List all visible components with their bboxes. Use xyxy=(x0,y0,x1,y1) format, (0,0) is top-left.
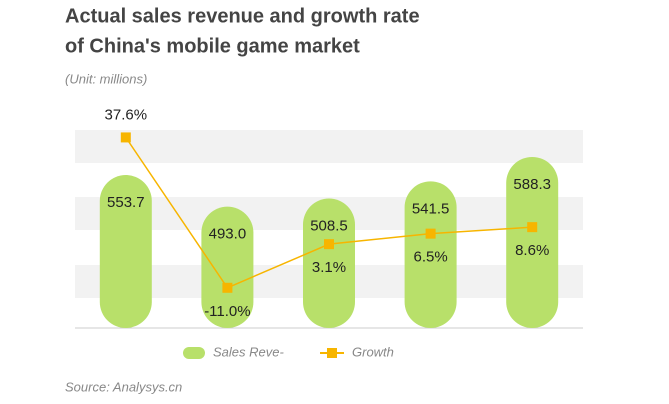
subtitle: (Unit: millions) xyxy=(65,71,147,86)
line-label: 3.1% xyxy=(312,259,346,276)
marker xyxy=(527,222,538,233)
marker xyxy=(120,132,131,143)
legend-label: Sales Reve- xyxy=(213,344,284,359)
legend-label: Growth xyxy=(352,344,394,359)
bar xyxy=(404,181,457,328)
line-label: 6.5% xyxy=(413,249,447,266)
marker xyxy=(222,282,233,293)
chart-title: Actual sales revenue and growth rate xyxy=(65,5,420,27)
line-label: 8.6% xyxy=(515,242,549,259)
bar xyxy=(201,206,254,328)
line-label: -11.0% xyxy=(204,303,250,320)
band xyxy=(75,130,583,163)
bar xyxy=(99,174,152,328)
bar xyxy=(303,198,355,328)
legend-swatch xyxy=(327,348,337,358)
source: Source: Analysys.cn xyxy=(65,379,182,394)
bar-label: 553.7 xyxy=(107,194,145,211)
line-label: 37.6% xyxy=(105,106,148,123)
bar-label: 541.5 xyxy=(412,200,450,217)
bar-label: 508.5 xyxy=(310,217,348,234)
marker xyxy=(324,239,334,250)
marker xyxy=(425,228,436,239)
chart-title: of China's mobile game market xyxy=(65,35,360,57)
bar-label: 493.0 xyxy=(209,226,247,243)
bar xyxy=(506,156,559,328)
bar-label: 588.3 xyxy=(513,176,551,193)
legend-swatch xyxy=(183,347,205,359)
